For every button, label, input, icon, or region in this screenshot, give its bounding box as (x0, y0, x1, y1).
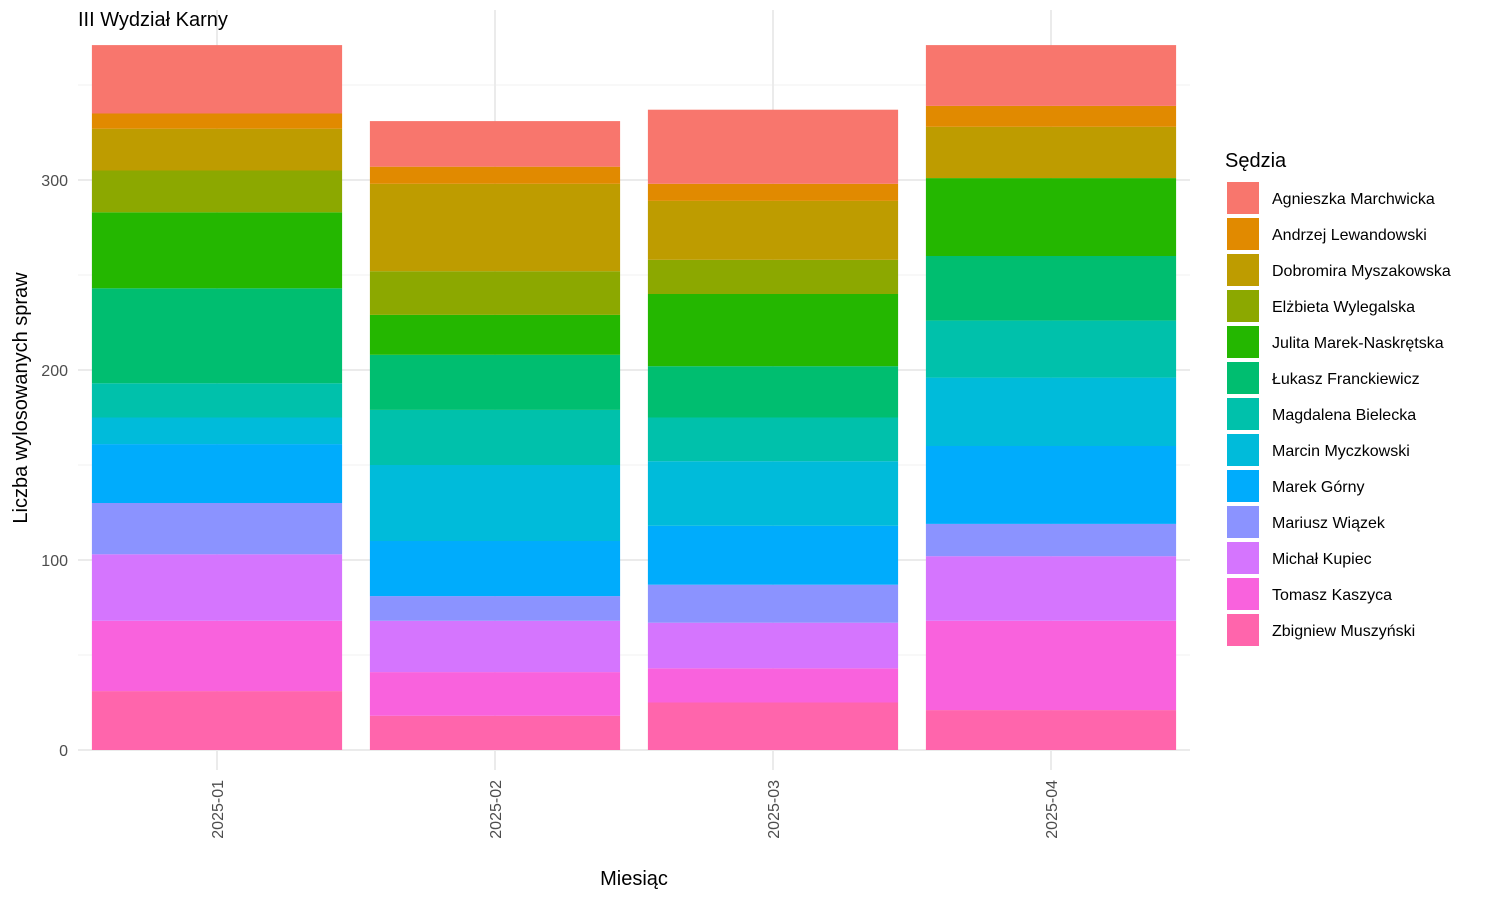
bar-segment (91, 128, 343, 171)
legend-label: Dobromira Myszakowska (1272, 263, 1451, 280)
x-axis-ticks: 2025-01 2025-02 2025-03 2025-04 (210, 780, 1061, 839)
y-axis-label: Liczba wylosowanych spraw (10, 272, 32, 524)
legend-label: Andrzej Lewandowski (1272, 227, 1427, 244)
legend-key (1227, 614, 1259, 646)
legend-key (1227, 506, 1259, 538)
bar-segment (647, 109, 899, 184)
bar-segment (925, 178, 1177, 256)
bar-segment (647, 183, 899, 201)
legend-label: Agnieszka Marchwicka (1272, 191, 1435, 208)
bar-segment (369, 465, 621, 541)
bar-segment (647, 259, 899, 294)
bar-segment (647, 668, 899, 703)
legend-label: Zbigniew Muszyński (1272, 623, 1415, 640)
bar-segment (647, 584, 899, 623)
legend-key (1227, 290, 1259, 322)
bar-segment (925, 45, 1177, 106)
bar-segment (91, 691, 343, 750)
bar-segment (369, 596, 621, 621)
legend-label: Marek Górny (1272, 479, 1364, 496)
bar-segment (647, 622, 899, 669)
legend-label: Magdalena Bielecka (1272, 407, 1416, 424)
legend-key (1227, 542, 1259, 574)
bar-segment (925, 556, 1177, 621)
bar-segment (369, 121, 621, 167)
bar-segment (925, 710, 1177, 750)
legend-key (1227, 470, 1259, 502)
x-tick-label: 2025-03 (766, 780, 783, 839)
x-axis-label: Miesiąc (600, 868, 668, 890)
bar-segment (647, 417, 899, 462)
chart-title: III Wydział Karny (78, 9, 228, 31)
legend-label: Michał Kupiec (1272, 551, 1372, 568)
bar-segment (369, 183, 621, 272)
y-tick-label: 200 (41, 363, 68, 380)
bar-segment (91, 417, 343, 445)
bar-segment (369, 715, 621, 750)
y-tick-label: 300 (41, 173, 68, 190)
bar-segment (925, 105, 1177, 127)
bar-segment (647, 461, 899, 526)
x-tick-label: 2025-02 (488, 780, 505, 839)
bar-segment (925, 446, 1177, 524)
legend-label: Mariusz Wiązek (1272, 515, 1386, 532)
legend-items: Agnieszka Marchwicka Andrzej Lewandowski D… (1227, 182, 1451, 646)
bar-segment (647, 294, 899, 367)
bar-segment (647, 525, 899, 585)
bar-segment (91, 554, 343, 621)
bar-segment (369, 166, 621, 184)
bar-segment (647, 702, 899, 750)
bar-segment (925, 256, 1177, 321)
bar-segment (369, 271, 621, 315)
bars-layer (91, 45, 1177, 750)
bar-segment (647, 200, 899, 260)
bar-segment (925, 126, 1177, 179)
legend-key (1227, 362, 1259, 394)
bar-segment (369, 541, 621, 597)
bar-segment (91, 212, 343, 289)
legend-key (1227, 218, 1259, 250)
bar-segment (925, 320, 1177, 378)
legend-key (1227, 578, 1259, 610)
legend-key (1227, 434, 1259, 466)
legend-key (1227, 254, 1259, 286)
y-tick-label: 0 (59, 743, 68, 760)
legend-label: Łukasz Franckiewicz (1272, 371, 1420, 388)
x-tick-label: 2025-01 (210, 780, 227, 839)
bar-segment (91, 288, 343, 384)
legend-title: Sędzia (1225, 150, 1287, 172)
bar-segment (91, 383, 343, 418)
legend-label: Elżbieta Wylegalska (1272, 299, 1415, 316)
bar-segment (925, 620, 1177, 711)
bar-segment (91, 113, 343, 129)
bar-segment (369, 672, 621, 716)
bar-segment (91, 444, 343, 503)
bar-segment (91, 503, 343, 555)
bar-segment (91, 45, 343, 114)
bar-segment (369, 409, 621, 465)
legend: Sędzia Agnieszka Marchwicka Andrzej Lewan… (1225, 150, 1451, 646)
bar-segment (925, 523, 1177, 557)
bar-segment (369, 620, 621, 673)
bar-segment (91, 170, 343, 213)
bar-segment (91, 620, 343, 692)
y-axis-ticks: 0 100 200 300 (41, 173, 68, 760)
bar-segment (647, 366, 899, 418)
y-tick-label: 100 (41, 553, 68, 570)
legend-label: Tomasz Kaszyca (1272, 587, 1392, 604)
legend-key (1227, 182, 1259, 214)
bar-segment (369, 354, 621, 410)
x-tick-label: 2025-04 (1044, 780, 1061, 839)
bar-segment (925, 377, 1177, 446)
legend-key (1227, 398, 1259, 430)
legend-key (1227, 326, 1259, 358)
bar-segment (369, 314, 621, 355)
legend-label: Julita Marek-Naskrętska (1272, 335, 1444, 352)
legend-label: Marcin Myczkowski (1272, 443, 1410, 460)
